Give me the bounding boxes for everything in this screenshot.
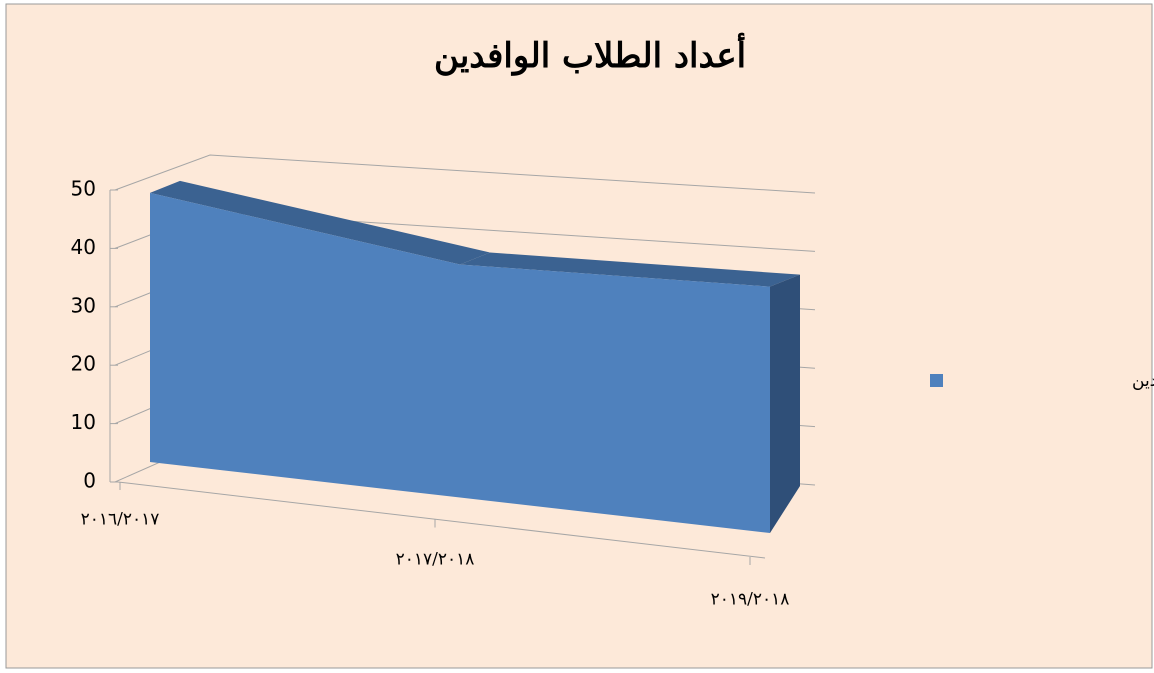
area-top bbox=[460, 252, 800, 287]
y-tick-label: 20 bbox=[71, 352, 96, 376]
x-tick-label: ٢٠١٧/٢٠١٨ bbox=[396, 550, 475, 570]
y-tick-label: 0 bbox=[83, 469, 96, 493]
legend-label: أعداد الطلاب الوافدين bbox=[1132, 369, 1154, 391]
x-axis bbox=[117, 481, 766, 559]
legend: أعداد الطلاب الوافدين bbox=[930, 369, 1154, 391]
y-tick-label: 10 bbox=[71, 410, 96, 434]
area bbox=[150, 192, 770, 533]
x-tick-label: ٢٠١٩/٢٠١٨ bbox=[711, 590, 790, 610]
x-tick-label: ٢٠١٦/٢٠١٧ bbox=[81, 510, 160, 530]
chart-title: أعداد الطلاب الوافدين bbox=[434, 33, 746, 76]
area-top bbox=[150, 180, 490, 265]
grid-line bbox=[114, 154, 816, 194]
legend-swatch bbox=[930, 374, 943, 387]
y-tick-label: 50 bbox=[71, 177, 96, 201]
y-tick-label: 40 bbox=[71, 235, 96, 259]
y-tick-label: 30 bbox=[71, 293, 96, 317]
area-side bbox=[770, 274, 800, 533]
